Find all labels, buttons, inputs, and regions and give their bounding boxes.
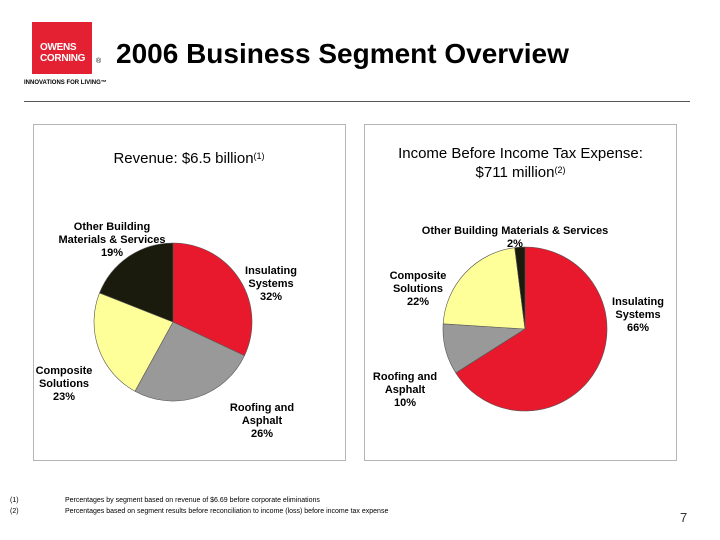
revenue-chart-panel: Revenue: $6.5 billion(1) Insulating Syst… (33, 124, 346, 461)
footnotes: (1) Percentages by segment based on reve… (10, 495, 388, 517)
label-line: Systems (248, 278, 294, 290)
label-line: Composite (35, 365, 93, 377)
label-line: 22% (406, 296, 430, 308)
revenue-title-note: (1) (253, 151, 265, 161)
logo-tagline: INNOVATIONS FOR LIVING™ (24, 80, 107, 86)
label-line: 2% (507, 238, 523, 250)
income-slice-composite-solutions (442, 247, 526, 330)
footnote-row: (1) Percentages by segment based on reve… (10, 495, 388, 506)
label-line: 26% (250, 428, 274, 440)
label-line: Composite (389, 270, 447, 282)
income-label-other: Other Building Materials & Services 2% (400, 225, 630, 251)
income-title-line1: Income Before Income Tax Expense: (398, 145, 643, 162)
footnote-text: Percentages based on segment results bef… (65, 508, 389, 515)
label-line: Insulating (245, 265, 297, 277)
label-line: Other Building (73, 221, 151, 233)
label-line: Asphalt (241, 415, 283, 427)
income-chart-panel: Income Before Income Tax Expense: $711 m… (364, 124, 677, 461)
revenue-slice-insulating-systems (172, 242, 253, 357)
revenue-title-text: Revenue: $6.5 billion (113, 150, 254, 167)
label-line: 66% (626, 322, 650, 334)
label-line: Materials & Services (58, 234, 166, 246)
footnote-row: (2) Percentages based on segment results… (10, 506, 388, 517)
revenue-label-composite: Composite Solutions 23% (29, 365, 99, 404)
label-line: Systems (615, 309, 661, 321)
revenue-slice-other-building-materials-services (99, 242, 174, 323)
registered-mark: ® (96, 58, 102, 65)
title-divider (24, 101, 690, 102)
footnote-number: (1) (10, 497, 19, 504)
label-line: 32% (259, 291, 283, 303)
label-line: 23% (52, 391, 76, 403)
footnote-text: Percentages by segment based on revenue … (65, 497, 320, 504)
label-line: 10% (393, 397, 417, 409)
label-line: Asphalt (384, 384, 426, 396)
income-title-note: (2) (554, 165, 566, 175)
revenue-chart-title: Revenue: $6.5 billion(1) (54, 149, 324, 168)
owens-corning-logo: OWENS CORNING ® INNOVATIONS FOR LIVING™ (24, 22, 112, 92)
label-line: Insulating (612, 296, 664, 308)
revenue-label-roofing: Roofing and Asphalt 26% (217, 402, 307, 441)
label-line: Roofing and (372, 371, 438, 383)
income-title-line2: $711 million (475, 164, 555, 181)
income-slice-other-building-materials-services (514, 246, 526, 330)
income-slice-insulating-systems (455, 246, 608, 412)
label-line: Other Building Materials & Services (421, 225, 609, 237)
footnote-number: (2) (10, 508, 19, 515)
label-line: Solutions (38, 378, 90, 390)
logo-badge: OWENS CORNING (32, 22, 92, 74)
revenue-pie-chart (93, 242, 253, 402)
income-chart-title: Income Before Income Tax Expense: $711 m… (365, 144, 676, 182)
income-title-line2-wrap: $711 million(2) (365, 163, 676, 182)
logo-line2: CORNING (40, 53, 86, 64)
logo-line1: OWENS (40, 42, 77, 53)
slide-title: 2006 Business Segment Overview (116, 38, 569, 69)
label-line: Roofing and (229, 402, 295, 414)
income-label-roofing: Roofing and Asphalt 10% (365, 371, 445, 410)
income-pie-chart (442, 246, 608, 412)
revenue-slice-composite-solutions (93, 292, 174, 392)
revenue-label-insulating: Insulating Systems 32% (231, 265, 311, 304)
income-label-composite: Composite Solutions 22% (378, 270, 458, 309)
revenue-label-other: Other Building Materials & Services 19% (44, 221, 180, 260)
label-line: 19% (100, 247, 124, 259)
label-line: Solutions (392, 283, 444, 295)
income-label-insulating: Insulating Systems 66% (598, 296, 678, 335)
page-number: 7 (680, 510, 688, 525)
